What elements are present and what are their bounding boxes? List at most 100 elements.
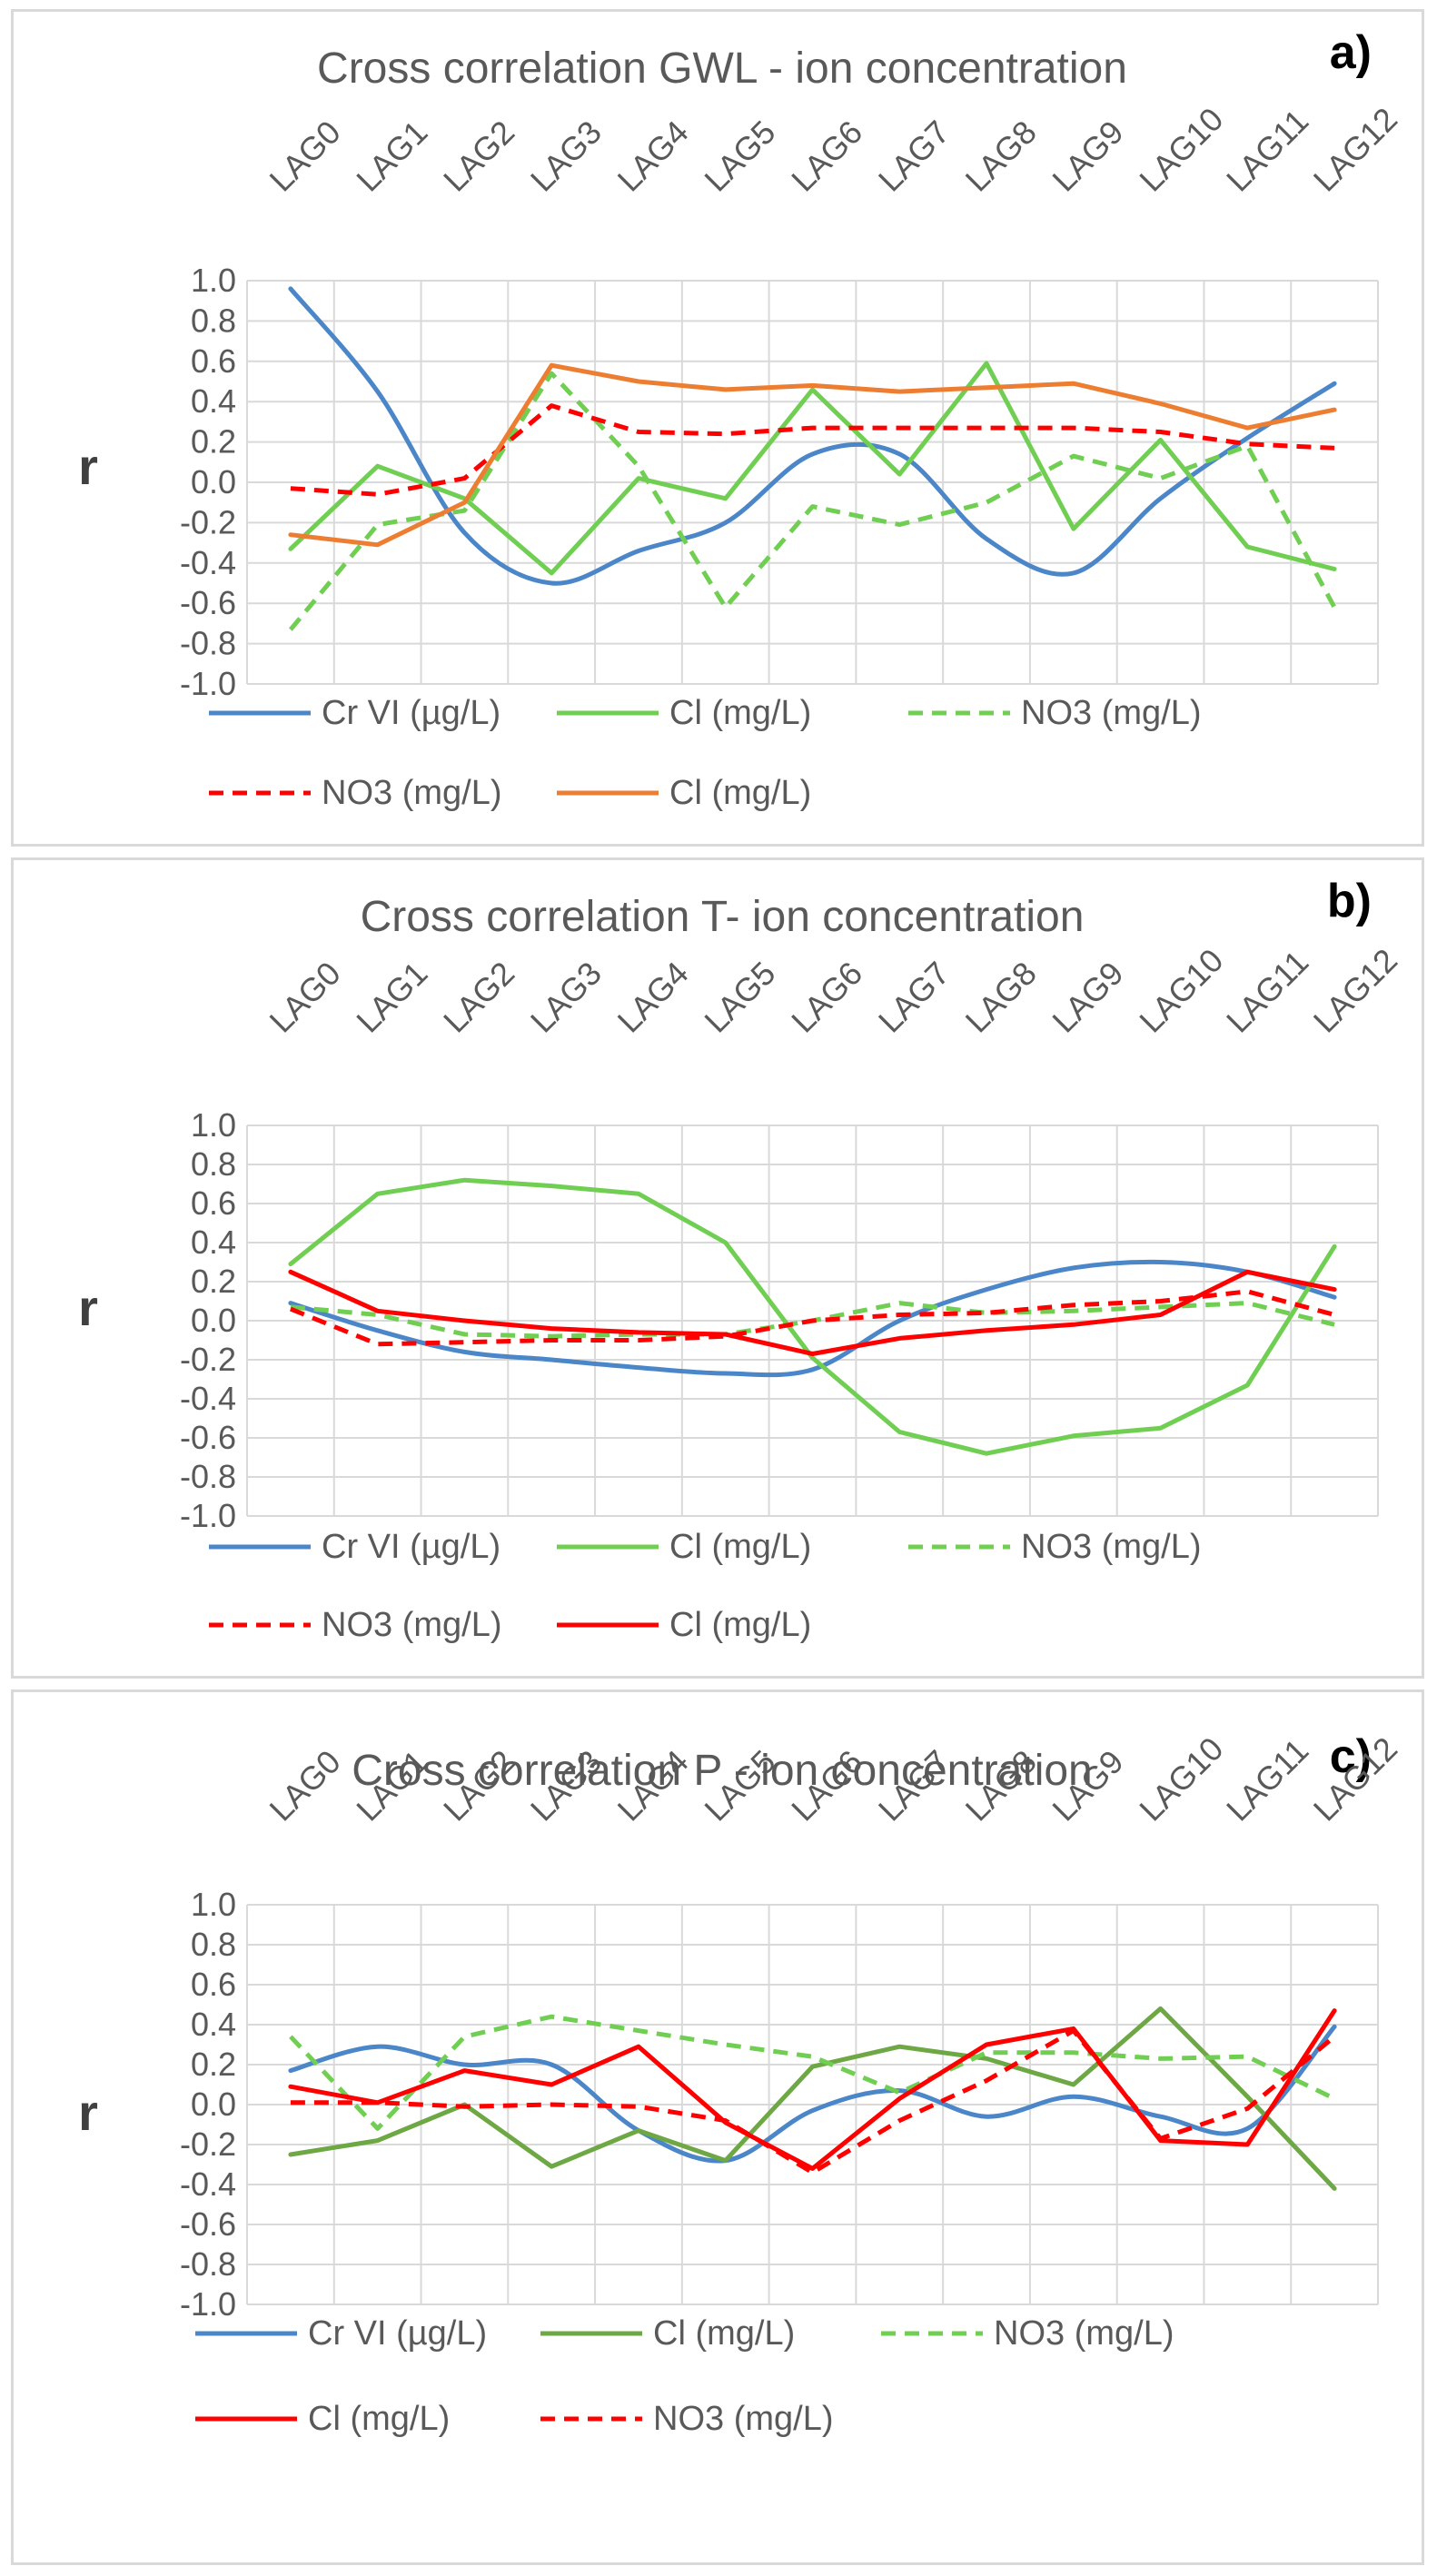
y-tick-label: 0.4: [191, 1224, 236, 1261]
chart-title: Cross correlation GWL - ion concentratio…: [317, 45, 1127, 93]
legend-label: NO3 (mg/L): [994, 2314, 1174, 2353]
chart-panel-c: Cross correlation P - ion concentration …: [11, 1689, 1424, 2565]
y-tick-label: -0.8: [180, 2245, 236, 2283]
legend-label: Cl (mg/L): [669, 1528, 811, 1566]
y-tick-label: 0.4: [191, 2006, 236, 2043]
x-tick-label: LAG11: [1219, 102, 1315, 198]
chart-title: Cross correlation P - ion concentration: [352, 1747, 1093, 1795]
legend-label: NO3 (mg/L): [1021, 694, 1201, 732]
y-tick-label: -1.0: [180, 1497, 236, 1534]
series-line-0: [288, 1259, 1337, 1378]
x-tick-label: LAG6: [784, 114, 869, 199]
y-tick-label: -0.2: [180, 1341, 236, 1378]
x-tick-label: LAG2: [436, 114, 521, 199]
y-tick-label: -0.6: [180, 2205, 236, 2243]
legend-label: NO3 (mg/L): [322, 1606, 501, 1644]
x-tick-label: LAG0: [263, 1743, 348, 1828]
series-line-1: [288, 2006, 1337, 2191]
y-tick-label: -0.8: [180, 625, 236, 662]
y-tick-label: 0.8: [191, 1145, 236, 1183]
x-tick-label: LAG7: [871, 114, 956, 199]
y-tick-label: 0.8: [191, 302, 236, 339]
x-tick-label: LAG1: [349, 114, 434, 199]
series-line-0: [288, 2024, 1337, 2164]
x-tick-label: LAG8: [958, 114, 1044, 199]
y-tick-label: 1.0: [191, 1886, 236, 1923]
x-tick-label: LAG12: [1306, 100, 1404, 198]
y-tick-label: -0.8: [180, 1458, 236, 1495]
series-line-4: [290, 2028, 1336, 2175]
panel-letter: b): [1327, 875, 1372, 927]
legend-label: Cl (mg/L): [653, 2314, 795, 2353]
legend-label: Cl (mg/L): [669, 1606, 811, 1644]
y-tick-label: -0.6: [180, 1419, 236, 1456]
y-tick-label: 0.4: [191, 382, 236, 420]
series-line-4: [288, 1269, 1337, 1356]
y-tick-label: 0.2: [191, 2046, 236, 2083]
series-line-1: [288, 1177, 1337, 1456]
y-tick-label: 0.0: [191, 463, 236, 500]
legend-label: Cl (mg/L): [669, 774, 811, 812]
legend-label: Cl (mg/L): [308, 2400, 450, 2438]
series-line-3: [289, 1289, 1335, 1347]
x-tick-label: LAG5: [697, 955, 782, 1040]
y-tick-label: -0.2: [180, 2125, 236, 2163]
y-tick-label: -1.0: [180, 2285, 236, 2323]
panel-letter: c): [1330, 1730, 1372, 1783]
x-tick-label: LAG0: [263, 955, 348, 1040]
y-tick-label: 0.8: [191, 1926, 236, 1963]
y-tick-label: 0.2: [191, 423, 236, 461]
legend-label: Cr VI (µg/L): [308, 2314, 487, 2353]
series-line-3: [290, 403, 1335, 497]
chart-c: Cross correlation P - ion concentration …: [78, 1729, 1404, 2438]
y-tick-label: -1.0: [180, 665, 236, 702]
y-tick-label: 0.6: [191, 342, 236, 380]
x-tick-label: LAG10: [1132, 100, 1230, 198]
legend-label: NO3 (mg/L): [653, 2400, 833, 2438]
y-tick-label: -0.4: [180, 1380, 236, 1417]
x-tick-label: LAG4: [610, 955, 696, 1040]
y-tick-label: -0.2: [180, 503, 236, 540]
x-tick-label: LAG8: [958, 955, 1044, 1040]
y-tick-label: 0.0: [191, 1302, 236, 1339]
y-tick-label: 0.2: [191, 1263, 236, 1300]
series-line-0: [288, 286, 1337, 586]
y-tick-label: -0.6: [180, 584, 236, 621]
x-tick-label: LAG3: [523, 114, 609, 199]
chart-a: Cross correlation GWL - ion concentratio…: [78, 26, 1404, 812]
series-line-2: [288, 371, 1337, 631]
y-tick-label: -0.4: [180, 544, 236, 581]
chart-panel-b: Cross correlation T- ion concentration b…: [11, 857, 1424, 1679]
x-tick-label: LAG7: [871, 955, 956, 1040]
chart-b: Cross correlation T- ion concentration b…: [78, 875, 1404, 1644]
y-axis-label: r: [78, 1279, 98, 1336]
x-tick-label: LAG10: [1132, 941, 1230, 1039]
legend-label: Cr VI (µg/L): [322, 1528, 500, 1566]
chart-panel-a: Cross correlation GWL - ion concentratio…: [11, 9, 1424, 847]
legend-label: Cr VI (µg/L): [322, 694, 500, 732]
y-tick-label: 1.0: [191, 1106, 236, 1144]
x-tick-label: LAG11: [1219, 1731, 1315, 1828]
legend-label: NO3 (mg/L): [1021, 1528, 1201, 1566]
y-tick-label: 0.6: [191, 1184, 236, 1222]
y-tick-label: 0.6: [191, 1966, 236, 2003]
x-tick-label: LAG10: [1132, 1729, 1230, 1828]
x-tick-label: LAG9: [1045, 114, 1130, 199]
chart-title: Cross correlation T- ion concentration: [361, 893, 1085, 941]
x-tick-label: LAG12: [1306, 941, 1404, 1039]
y-tick-label: -0.4: [180, 2165, 236, 2203]
y-tick-label: 1.0: [191, 262, 236, 299]
series-line-2: [289, 2014, 1336, 2131]
x-tick-label: LAG2: [436, 955, 521, 1040]
legend-label: Cl (mg/L): [669, 694, 811, 732]
x-tick-label: LAG1: [349, 955, 434, 1040]
x-tick-label: LAG9: [1045, 955, 1130, 1040]
y-tick-label: 0.0: [191, 2086, 236, 2123]
y-axis-label: r: [78, 438, 98, 495]
x-tick-label: LAG3: [523, 955, 609, 1040]
legend-label: NO3 (mg/L): [322, 774, 501, 812]
y-axis-label: r: [78, 2084, 98, 2141]
x-tick-label: LAG4: [610, 114, 696, 199]
panel-letter: a): [1330, 26, 1372, 79]
x-tick-label: LAG5: [697, 114, 782, 199]
